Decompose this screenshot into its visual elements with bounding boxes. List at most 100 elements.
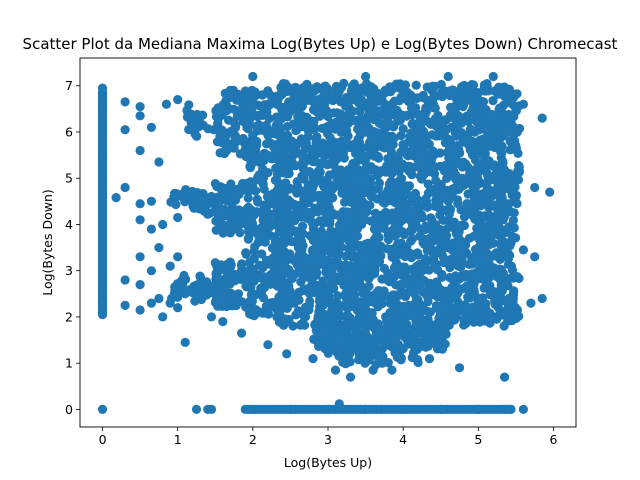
scatter-point — [324, 124, 334, 134]
scatter-point — [247, 216, 257, 226]
scatter-point — [390, 243, 400, 253]
scatter-point — [298, 263, 308, 273]
scatter-point — [120, 97, 130, 107]
scatter-point — [402, 164, 412, 174]
scatter-point — [365, 200, 375, 210]
scatter-point — [405, 249, 415, 259]
scatter-point — [412, 344, 422, 355]
scatter-point — [291, 310, 301, 320]
scatter-point — [526, 298, 536, 308]
scatter-point — [433, 183, 443, 193]
scatter-point — [248, 71, 258, 82]
y-tick-label: 2 — [65, 309, 73, 324]
scatter-point — [496, 264, 506, 275]
scatter-point — [458, 102, 468, 112]
scatter-point — [135, 199, 145, 209]
scatter-point — [356, 298, 367, 308]
scatter-point — [488, 96, 498, 106]
scatter-point — [333, 210, 343, 220]
scatter-point — [332, 154, 342, 164]
scatter-point — [377, 299, 387, 309]
scatter-point — [354, 281, 364, 291]
scatter-point — [342, 171, 352, 181]
scatter-point — [97, 150, 108, 160]
scatter-point — [318, 106, 328, 116]
scatter-point — [361, 87, 371, 97]
scatter-point — [146, 122, 156, 132]
scatter-point — [257, 249, 267, 259]
scatter-point — [376, 166, 386, 176]
scatter-point — [284, 97, 294, 107]
scatter-point — [305, 274, 316, 284]
scatter-point — [135, 305, 145, 315]
scatter-point — [206, 312, 217, 322]
scatter-point — [275, 125, 285, 135]
scatter-point — [388, 84, 398, 94]
scatter-point — [311, 101, 321, 111]
scatter-point — [120, 125, 130, 135]
scatter-point — [412, 355, 423, 365]
scatter-point — [420, 264, 430, 274]
scatter-point — [318, 300, 328, 310]
scatter-point — [265, 190, 275, 200]
scatter-point — [382, 244, 392, 254]
scatter-point — [211, 216, 221, 226]
scatter-point — [350, 139, 360, 149]
scatter-point — [408, 206, 418, 216]
scatter-point — [353, 344, 363, 354]
scatter-point — [332, 108, 342, 118]
scatter-point — [433, 245, 443, 255]
scatter-point — [454, 363, 465, 373]
scatter-point — [321, 285, 331, 295]
scatter-point — [158, 312, 168, 322]
scatter-point — [447, 90, 457, 100]
scatter-point — [319, 328, 329, 338]
scatter-point — [435, 285, 446, 295]
scatter-point — [158, 219, 168, 230]
scatter-point — [359, 255, 370, 265]
scatter-point — [97, 298, 108, 308]
scatter-point — [400, 262, 410, 272]
scatter-point — [361, 271, 371, 281]
scatter-point — [135, 280, 145, 290]
scatter-point — [530, 182, 540, 193]
scatter-point — [422, 82, 432, 92]
scatter-point — [463, 116, 474, 127]
scatter-point — [357, 241, 367, 251]
scatter-point — [308, 93, 318, 103]
scatter-point — [334, 309, 345, 319]
scatter-point — [375, 286, 385, 296]
scatter-point — [437, 88, 447, 98]
scatter-point — [342, 274, 352, 284]
scatter-point — [327, 192, 337, 202]
scatter-point — [451, 158, 461, 169]
scatter-point — [327, 267, 337, 278]
scatter-point — [262, 101, 272, 111]
scatter-point — [481, 273, 492, 283]
scatter-point — [395, 249, 405, 259]
scatter-point — [337, 188, 347, 198]
scatter-point — [270, 146, 280, 156]
scatter-point — [467, 258, 477, 268]
scatter-point — [537, 113, 547, 123]
scatter-point — [420, 138, 431, 148]
scatter-point — [97, 83, 108, 93]
scatter-point — [437, 118, 447, 128]
scatter-point — [241, 249, 251, 259]
scatter-point — [97, 173, 108, 183]
scatter-point — [351, 330, 361, 340]
scatter-point — [450, 311, 461, 321]
x-tick-label: 3 — [324, 432, 332, 447]
scatter-point — [301, 140, 311, 150]
scatter-point — [231, 137, 241, 147]
x-tick-label: 6 — [549, 432, 557, 447]
scatter-point — [135, 111, 145, 121]
scatter-point — [344, 348, 354, 358]
scatter-point — [224, 92, 234, 102]
scatter-point — [323, 233, 334, 243]
scatter-point — [412, 194, 422, 205]
scatter-point — [426, 213, 436, 223]
scatter-point — [412, 248, 423, 258]
scatter-point — [319, 151, 330, 161]
scatter-point — [478, 307, 489, 317]
